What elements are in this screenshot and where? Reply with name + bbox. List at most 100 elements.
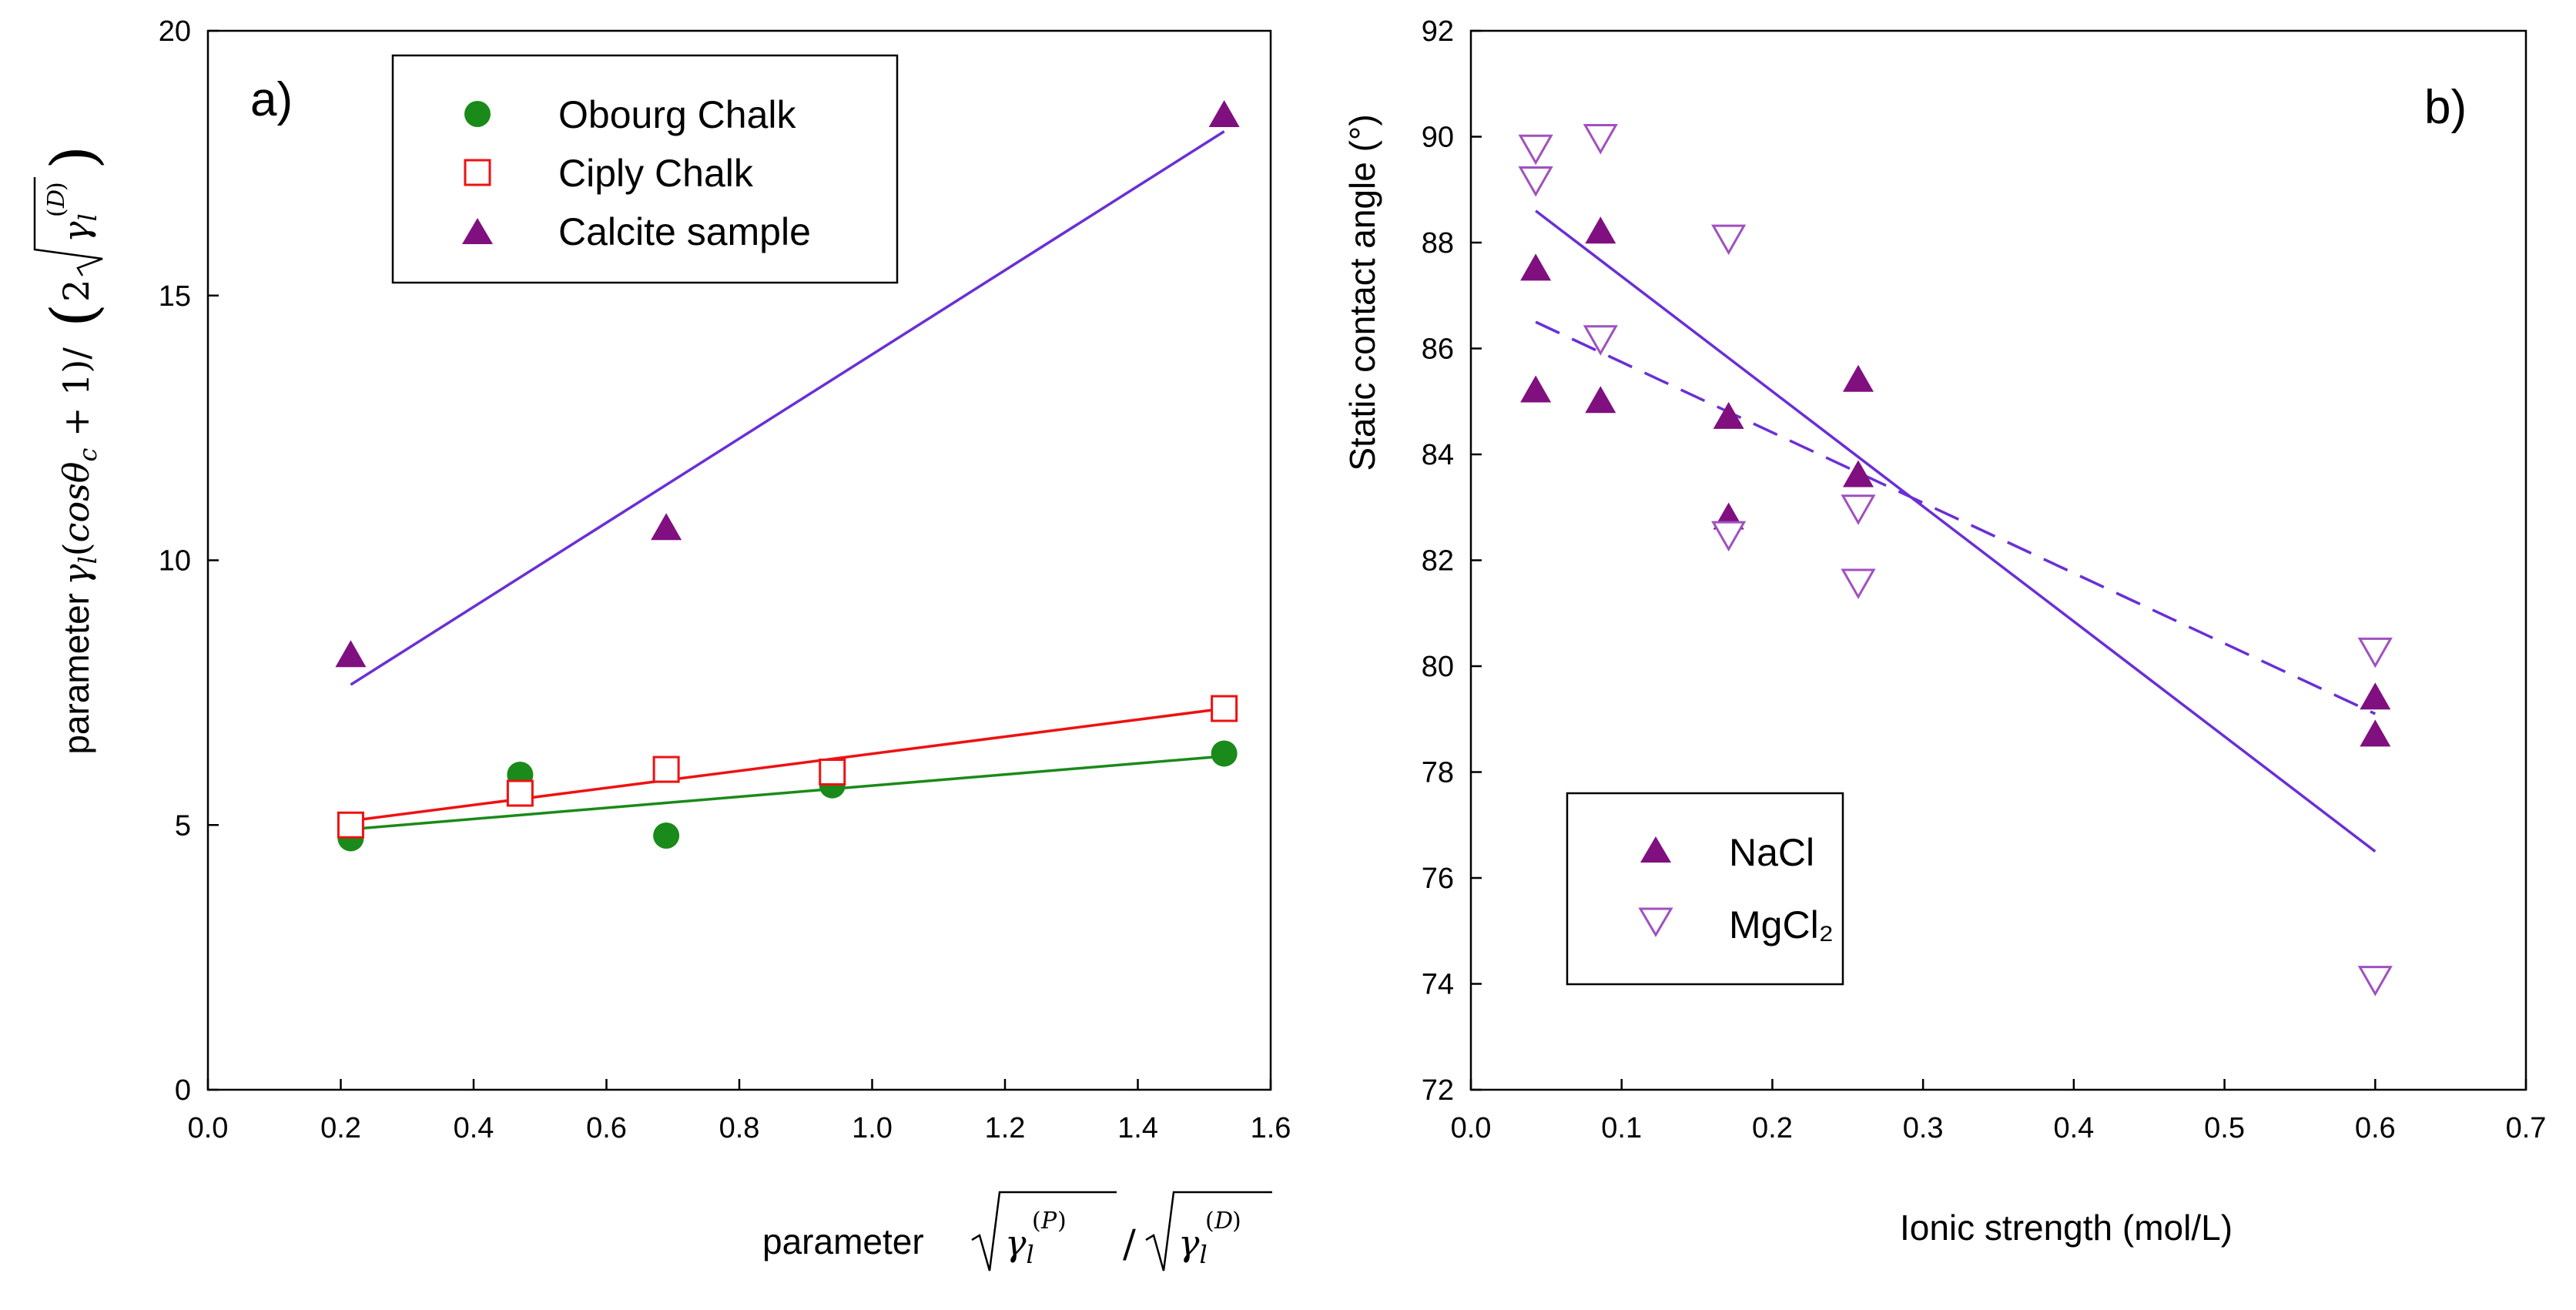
y-tick-label: 72 [1422,1074,1454,1107]
panel-a-ylabel-formula: γl(cosθc + 1)/ ( 2 γl ( D ) ) [33,146,109,585]
legend-marker-nacl [1640,836,1671,863]
svg-text:γl: γl [1005,1222,1034,1269]
svg-text:): ) [43,182,70,191]
svg-text:(: ( [43,208,70,217]
panel-b-chart: b) 0.0 0.1 0.2 0.3 0.4 0.5 0.6 0.7 72 74 76 78 80 82 8… [1342,15,2546,1248]
svg-text:γl: γl [55,213,102,243]
data-point-calcite-sample [651,513,682,541]
fit-line-ciply-chalk [350,707,1224,823]
data-point-nacl [1585,386,1616,414]
x-tick-label: 0.4 [2053,1112,2094,1144]
x-tick-label: 0.6 [2355,1112,2396,1144]
panel-a-xlabel-prefix: parameter [762,1221,924,1261]
data-point-nacl [2360,682,2391,710]
fit-line-obourg-chalk [350,755,1224,831]
svg-text:γl(cosθc + 1)/: γl(cosθc + 1)/ [55,347,102,585]
panel-b-data-points [1518,124,2393,997]
x-tick-label: 0.5 [2204,1112,2245,1144]
x-tick-label: 1.2 [985,1112,1026,1144]
y-tick-label: 5 [175,809,191,842]
data-point-mgcl [2357,966,2393,997]
data-point-mgcl [1711,224,1747,256]
data-point-calcite-sample [335,640,367,668]
data-point-ciply-chalk [1211,695,1238,722]
y-tick-label: 10 [159,545,191,578]
data-point-mgcl [1711,521,1747,552]
panel-b-xlabel: Ionic strength (mol/L) [1900,1208,2233,1248]
fit-line-nacl [1535,209,2377,853]
panel-b-fit-lines [1535,209,2377,853]
legend-marker-ciply [464,159,491,186]
y-tick-label: 15 [159,280,191,313]
panel-b-ylabel: Static contact angle (°) [1342,114,1382,471]
legend-label-calcite: Calcite sample [558,210,811,253]
data-point-ciply-chalk [819,759,846,786]
legend-label-ciply: Ciply Chalk [558,152,754,195]
y-tick-label: 74 [1422,969,1454,1001]
panel-a-data-points [335,100,1240,852]
x-tick-label: 0.6 [586,1112,627,1144]
legend-marker-calcite [462,218,493,244]
panel-a-xlabel-formula: γl ( P ) / γl ( D ) [971,1191,1272,1271]
y-tick-label: 20 [159,15,191,48]
x-tick-label: 0.8 [719,1112,760,1144]
y-tick-label: 90 [1422,122,1454,154]
data-point-ciply-chalk [506,779,534,807]
panel-a-legend: Obourg Chalk Ciply Chalk Calcite sample [391,54,899,284]
legend-marker-obourg [464,101,491,127]
data-point-nacl [1713,401,1744,429]
panel-b-legend-box [1566,792,1844,986]
y-tick-label: 86 [1422,333,1454,366]
data-point-nacl [2360,719,2391,747]
svg-text:): ) [38,146,109,169]
svg-text:(: ( [1032,1208,1041,1235]
x-tick-label: 0.3 [1903,1112,1944,1144]
data-point-nacl [1842,364,1874,392]
panel-a-fit-lines [350,130,1225,831]
fit-line-calcite-sample [350,130,1225,686]
legend-label-mgcl2: MgCl₂ [1729,903,1834,946]
y-tick-label: 0 [175,1074,191,1107]
panel-b-ticks: 0.0 0.1 0.2 0.3 0.4 0.5 0.6 0.7 72 74 76 78 80 82 84 86… [1422,15,2547,1144]
x-tick-label: 0.0 [188,1112,229,1144]
data-point-nacl [1842,460,1874,487]
y-tick-label: 84 [1422,439,1454,471]
data-point-mgcl [1518,134,1553,166]
data-point-mgcl [1583,325,1618,356]
y-tick-label: 80 [1422,651,1454,683]
data-point-nacl [1520,375,1552,403]
svg-text:(: ( [38,303,109,327]
data-point-nacl [1520,253,1552,281]
svg-text:): ) [1232,1208,1241,1235]
data-point-obourg-chalk [1211,740,1238,767]
x-tick-label: 0.2 [1752,1112,1793,1144]
x-tick-label: 1.0 [852,1112,893,1144]
svg-text:): ) [1057,1208,1067,1235]
panel-b-legend: NaCl MgCl₂ [1566,792,1844,986]
panel-a-ticks: 0.0 0.2 0.4 0.6 0.8 1.0 1.2 1.4 1.6 0 5 10 15 20 [159,15,1291,1144]
x-tick-label: 0.0 [1451,1112,1492,1144]
panel-b-label: b) [2424,81,2467,134]
svg-text:2: 2 [55,280,97,302]
fit-line-mgcl [1535,320,2377,715]
x-tick-label: 0.7 [2506,1112,2547,1144]
data-point-mgcl [1518,166,1553,197]
y-tick-label: 82 [1422,545,1454,578]
data-point-mgcl [1841,494,1876,525]
data-point-mgcl [1841,568,1876,600]
legend-label-nacl: NaCl [1729,831,1814,874]
x-tick-label: 1.6 [1251,1112,1291,1144]
panel-a-ylabel: parameter γl(cosθc + 1)/ ( 2 γl ( D ) ) [33,146,109,755]
x-tick-label: 0.2 [320,1112,361,1144]
data-point-calcite-sample [1208,100,1240,127]
svg-text:(: ( [1205,1208,1214,1235]
svg-text:P: P [1040,1208,1057,1235]
panel-a-ylabel-prefix: parameter [56,593,96,755]
x-tick-label: 0.4 [454,1112,494,1144]
x-tick-label: 0.1 [1601,1112,1642,1144]
legend-marker-mgcl2 [1638,907,1673,937]
svg-text:γl: γl [1178,1222,1208,1269]
svg-text:D: D [43,189,70,209]
data-point-ciply-chalk [652,756,680,783]
